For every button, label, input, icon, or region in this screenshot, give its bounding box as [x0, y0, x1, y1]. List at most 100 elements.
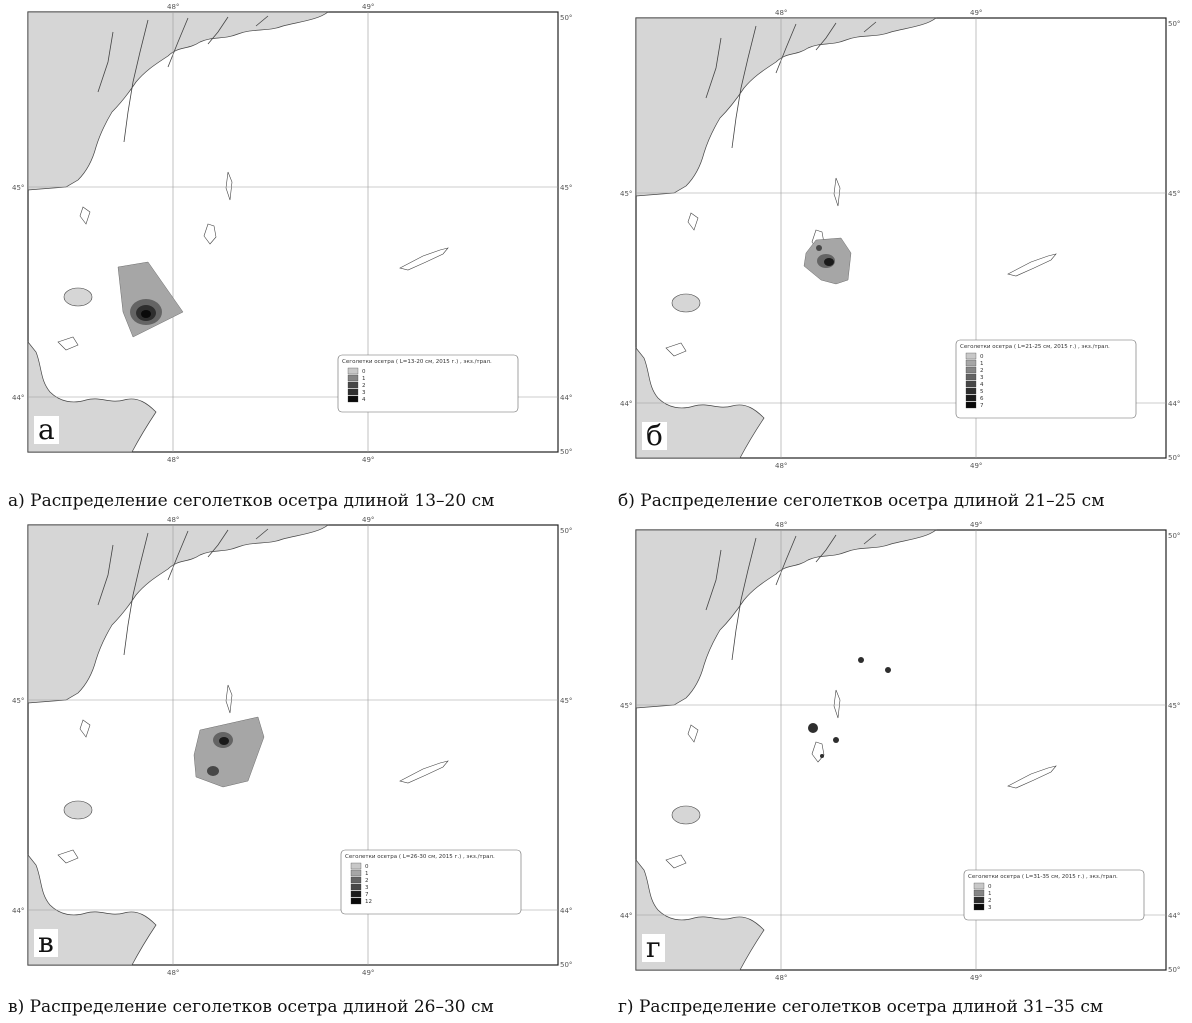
legend-swatch: [965, 394, 977, 402]
legend-swatch: [350, 897, 362, 905]
legend-title: Сеголетки осетра ( L=26-30 см, 2015 г.) …: [345, 854, 495, 860]
delta-channel: [731, 537, 757, 661]
density-level-3: [219, 737, 229, 745]
longitude-label-top: 48°: [167, 3, 179, 11]
legend-value: 6: [980, 396, 984, 402]
latitude-label-right: 45°: [1168, 702, 1180, 710]
island-outline: [57, 849, 79, 864]
legend-value: 1: [365, 871, 369, 877]
latitude-label-left: 44°: [12, 394, 24, 402]
legend-title: Сеголетки осетра ( L=21-25 см, 2015 г.) …: [960, 344, 1110, 350]
delta-channel: [705, 549, 722, 611]
latitude-label-left: 45°: [620, 702, 632, 710]
delta-channel: [705, 37, 722, 99]
legend-box: [337, 354, 519, 413]
legend-swatch: [347, 367, 359, 375]
latitude-label-right: 45°: [560, 184, 572, 192]
delta-channel: [97, 31, 114, 93]
density-patch: [803, 237, 852, 285]
island-outline: [833, 177, 841, 207]
longitude-label-right: 50°: [1168, 966, 1180, 974]
legend-value: 0: [362, 369, 366, 375]
longitude-label-top: 48°: [167, 516, 179, 524]
density-level-4: [141, 310, 151, 318]
island-outline: [687, 724, 699, 743]
legend-value: 0: [988, 884, 992, 890]
legend-value: 2: [362, 383, 366, 389]
island-chain: [399, 247, 449, 271]
density-spot: [833, 737, 839, 743]
latitude-label-right: 45°: [1168, 190, 1180, 198]
legend: Сеголетки осетра ( L=21-25 см, 2015 г.) …: [955, 339, 1137, 419]
legend-value: 3: [365, 885, 369, 891]
island-outline: [665, 342, 687, 357]
legend-swatch: [350, 862, 362, 870]
latitude-label-right: 44°: [1168, 400, 1180, 408]
northern-coast-land: [27, 524, 329, 704]
island-outline: [57, 336, 79, 351]
legend-swatch: [973, 903, 985, 911]
density-level-3: [824, 258, 834, 266]
latitude-label-left: 44°: [12, 907, 24, 915]
legend-swatch: [350, 869, 362, 877]
delta-channel: [123, 532, 149, 656]
longitude-label-top: 49°: [970, 9, 982, 17]
legend-value: 7: [980, 403, 984, 409]
legend-box: [963, 869, 1145, 921]
legend-title: Сеголетки осетра ( L=31-35 см, 2015 г.) …: [968, 874, 1118, 880]
delta-channel: [775, 535, 797, 586]
southern-coast-land: [635, 347, 765, 459]
legend-swatch: [965, 366, 977, 374]
delta-channel: [207, 529, 229, 558]
panel-letter-c: в: [34, 929, 58, 957]
panel-letter-a: а: [34, 416, 59, 444]
longitude-label-bottom: 48°: [167, 969, 179, 977]
map-d: 48° 48° 49° 49° 50° 50° 45° 45° 44° 44° Сеголетки …: [620, 521, 1180, 982]
caption-c: в) Распределение сеголетков осетра длино…: [8, 997, 494, 1017]
legend-value: 1: [362, 376, 366, 382]
caption-d: г) Распределение сеголетков осетра длино…: [618, 997, 1104, 1017]
island: [63, 800, 93, 820]
panel-letter-b: б: [642, 422, 667, 450]
density-spot: [820, 754, 824, 758]
legend-box: [340, 849, 522, 915]
legend-swatch: [350, 890, 362, 898]
legend-swatch: [973, 882, 985, 890]
longitude-label-right: 50°: [1168, 454, 1180, 462]
density-spots: [808, 657, 891, 758]
latitude-label-left: 44°: [620, 400, 632, 408]
map-panel-b: 48° 48° 49° 49° 50° 50° 45° 45° 44° 44° Сеголетки …: [620, 9, 1180, 470]
longitude-label-top: 49°: [970, 521, 982, 529]
latitude-label-left: 45°: [12, 697, 24, 705]
longitude-label-right: 50°: [560, 448, 572, 456]
legend-swatch: [347, 381, 359, 389]
island-outline: [79, 719, 91, 738]
southern-coast-land: [27, 341, 157, 453]
legend-swatch: [965, 380, 977, 388]
legend-value: 7: [365, 892, 369, 898]
longitude-label-top: 48°: [775, 521, 787, 529]
latitude-label-right: 45°: [560, 697, 572, 705]
legend: Сеголетки осетра ( L=13-20 см, 2015 г.) …: [337, 354, 519, 413]
legend-value: 0: [365, 864, 369, 870]
longitude-label-bottom: 49°: [970, 974, 982, 982]
island: [671, 293, 701, 313]
delta-channel: [863, 533, 877, 545]
latitude-label-right: 44°: [560, 907, 572, 915]
delta-channel: [731, 25, 757, 149]
longitude-label-bottom: 48°: [167, 456, 179, 464]
longitude-label-right: 50°: [1168, 532, 1180, 540]
latitude-label-left: 45°: [12, 184, 24, 192]
delta-channel: [97, 544, 114, 606]
island-outline: [811, 741, 825, 763]
island-outline: [203, 223, 217, 245]
density-spot: [858, 657, 864, 663]
island-outline: [79, 206, 91, 225]
density-patch: [193, 716, 265, 788]
legend: Сеголетки осетра ( L=26-30 см, 2015 г.) …: [340, 849, 522, 915]
delta-channel: [167, 530, 189, 581]
delta-channel: [863, 21, 877, 33]
delta-channel: [255, 15, 269, 27]
legend-swatch: [965, 352, 977, 360]
island-outline: [225, 684, 233, 714]
